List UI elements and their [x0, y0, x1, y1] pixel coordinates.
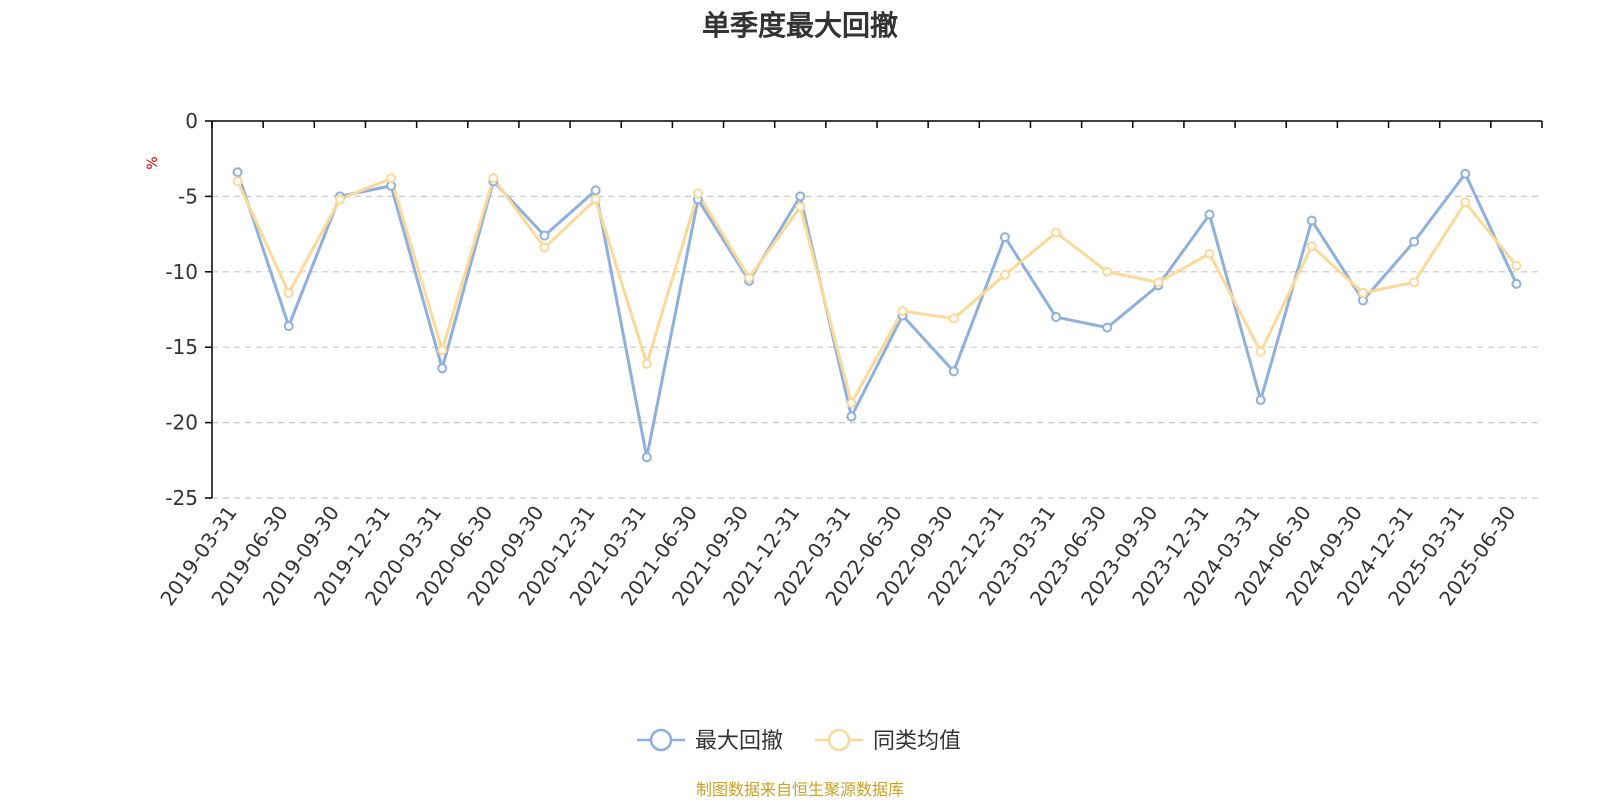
y-tick-label: -20 — [165, 411, 198, 435]
data-point — [386, 173, 397, 184]
data-point — [1306, 215, 1317, 226]
data-point — [641, 358, 652, 369]
data-point — [232, 167, 243, 178]
data-point — [1153, 277, 1164, 288]
data-point — [692, 188, 703, 199]
data-point — [1051, 312, 1062, 323]
data-point — [1255, 394, 1266, 405]
gridlines — [212, 195, 1542, 499]
data-point — [1102, 322, 1113, 333]
series — [232, 167, 1522, 463]
y-tick-label: -10 — [165, 260, 198, 284]
data-point — [437, 345, 448, 356]
data-point — [1460, 197, 1471, 208]
data-point — [590, 194, 601, 205]
data-point — [999, 232, 1010, 243]
data-point — [283, 287, 294, 298]
source-note: 制图数据来自恒生聚源数据库 — [695, 780, 904, 799]
data-point — [641, 452, 652, 463]
data-point — [1204, 248, 1215, 259]
chart-title: 单季度最大回撤 — [701, 9, 898, 42]
legend-marker — [827, 728, 851, 752]
data-point — [283, 321, 294, 332]
legend-label: 最大回撤 — [695, 729, 783, 754]
y-tick-label: -15 — [165, 335, 198, 359]
data-point — [948, 366, 959, 377]
data-point — [1204, 209, 1215, 220]
data-point — [539, 230, 550, 241]
data-point — [488, 173, 499, 184]
data-point — [1409, 277, 1420, 288]
y-axis-unit-label: % — [145, 156, 161, 169]
data-point — [1102, 266, 1113, 277]
data-point — [846, 411, 857, 422]
data-point — [1460, 168, 1471, 179]
y-tick-label: -5 — [178, 184, 198, 208]
data-point — [1306, 241, 1317, 252]
data-point — [1511, 278, 1522, 289]
data-point — [1357, 287, 1368, 298]
data-point — [795, 201, 806, 212]
y-tick-label: 0 — [185, 109, 198, 133]
data-point — [437, 363, 448, 374]
data-point — [1409, 236, 1420, 247]
data-point — [744, 272, 755, 283]
data-point — [334, 194, 345, 205]
data-point — [999, 269, 1010, 280]
data-point — [590, 185, 601, 196]
data-point — [539, 242, 550, 253]
axes: 0-5-10-15-20-252019-03-312019-06-302019-… — [155, 109, 1543, 610]
data-point — [1255, 346, 1266, 357]
data-point — [897, 306, 908, 317]
legend: 最大回撤 同类均值 — [637, 728, 961, 754]
data-point — [795, 191, 806, 202]
legend-label: 同类均值 — [873, 729, 961, 754]
y-tick-label: -25 — [165, 486, 198, 510]
legend-marker — [649, 728, 673, 752]
series-line — [236, 171, 1518, 459]
data-point — [1051, 227, 1062, 238]
data-point — [232, 176, 243, 187]
data-point — [1511, 260, 1522, 271]
data-point — [948, 313, 959, 324]
data-point — [846, 397, 857, 408]
series-line — [236, 176, 1518, 405]
